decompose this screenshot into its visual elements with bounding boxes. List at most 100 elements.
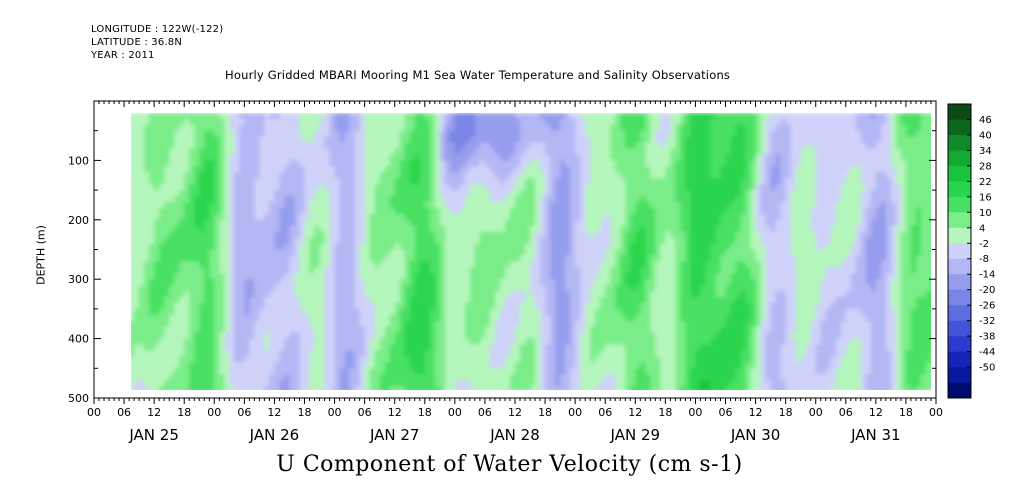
heatmap-cell <box>550 184 556 191</box>
heatmap-cell <box>329 338 336 346</box>
heatmap-cell <box>535 249 541 257</box>
heatmap-cell <box>424 303 431 310</box>
heatmap-cell <box>495 136 501 144</box>
heatmap-cell <box>565 213 571 221</box>
heatmap-cell <box>339 291 346 298</box>
heatmap-cell <box>349 184 356 191</box>
heatmap-cell <box>575 231 581 239</box>
heatmap-cell <box>525 386 531 390</box>
heatmap-cell <box>384 213 391 221</box>
heatmap-cell <box>354 160 361 168</box>
heatmap-cell <box>620 231 627 239</box>
heatmap-cell <box>214 202 221 209</box>
heatmap-cell <box>209 231 216 239</box>
heatmap-cell <box>489 202 496 209</box>
heatmap-cell <box>655 386 662 390</box>
heatmap-cell <box>540 285 546 292</box>
heatmap-cell <box>424 124 431 132</box>
heatmap-cell <box>159 184 165 191</box>
heatmap-cell <box>469 142 476 150</box>
heatmap-cell <box>464 231 471 239</box>
heatmap-cell <box>459 356 466 364</box>
heatmap-cell <box>459 279 466 286</box>
heatmap-cell <box>545 237 551 245</box>
heatmap-cell <box>535 326 541 334</box>
heatmap-cell <box>630 142 637 150</box>
heatmap-cell <box>595 380 601 387</box>
heatmap-cell <box>284 190 291 197</box>
heatmap-cell <box>254 124 261 132</box>
heatmap-cell <box>179 166 185 173</box>
heatmap-cell <box>304 350 311 358</box>
heatmap-cell <box>510 356 516 364</box>
heatmap-cell <box>264 297 271 304</box>
heatmap-cell <box>339 190 346 197</box>
heatmap-cell <box>399 160 406 168</box>
heatmap-cell <box>404 136 411 144</box>
heatmap-cell <box>339 184 346 191</box>
heatmap-cell <box>234 344 241 352</box>
heatmap-cell <box>590 213 596 221</box>
heatmap-cell <box>580 166 586 173</box>
heatmap-cell <box>474 148 481 156</box>
heatmap-cell <box>620 113 627 120</box>
heatmap-cell <box>560 303 566 310</box>
heatmap-cell <box>520 130 526 138</box>
heatmap-cell <box>444 380 451 387</box>
heatmap-cell <box>610 225 616 233</box>
heatmap-cell <box>234 118 241 126</box>
heatmap-cell <box>244 172 251 179</box>
heatmap-cell <box>149 350 155 358</box>
heatmap-cell <box>174 148 180 156</box>
heatmap-cell <box>259 326 266 334</box>
heatmap-cell <box>409 344 416 352</box>
heatmap-cell <box>399 148 406 156</box>
heatmap-cell <box>179 297 185 304</box>
heatmap-cell <box>489 314 496 322</box>
heatmap-cell <box>530 154 536 162</box>
heatmap-cell <box>324 213 331 221</box>
heatmap-cell <box>319 249 326 257</box>
heatmap-cell <box>474 374 481 381</box>
heatmap-cell <box>449 374 456 381</box>
heatmap-cell <box>600 368 606 375</box>
heatmap-cell <box>550 344 556 352</box>
heatmap-cell <box>279 386 286 390</box>
heatmap-cell <box>615 314 621 322</box>
heatmap-cell <box>555 374 561 381</box>
heatmap-cell <box>404 273 411 280</box>
heatmap-cell <box>304 291 311 298</box>
heatmap-cell <box>159 380 165 387</box>
heatmap-cell <box>585 178 591 185</box>
heatmap-cell <box>484 148 491 156</box>
heatmap-cell <box>294 380 301 387</box>
heatmap-cell <box>414 130 421 138</box>
heatmap-cell <box>635 267 642 274</box>
heatmap-cell <box>520 267 526 274</box>
heatmap-cell <box>610 184 616 191</box>
heatmap-cell <box>229 237 236 245</box>
heatmap-cell <box>314 237 321 245</box>
heatmap-cell <box>655 291 662 298</box>
heatmap-cell <box>224 267 231 274</box>
heatmap-cell <box>489 332 496 340</box>
heatmap-cell <box>520 148 526 156</box>
heatmap-cell <box>439 386 446 390</box>
heatmap-cell <box>620 374 627 381</box>
heatmap-cell <box>294 279 301 286</box>
heatmap-cell <box>194 213 200 221</box>
heatmap-cell <box>289 207 296 215</box>
heatmap-cell <box>349 368 356 375</box>
heatmap-cell <box>635 326 642 334</box>
heatmap-cell <box>309 308 316 316</box>
heatmap-cell <box>525 303 531 310</box>
heatmap-cell <box>304 225 311 233</box>
heatmap-cell <box>424 320 431 328</box>
heatmap-cell <box>640 374 647 381</box>
heatmap-cell <box>379 314 386 322</box>
heatmap-cell <box>394 273 401 280</box>
heatmap-cell <box>495 202 501 209</box>
heatmap-cell <box>364 314 371 322</box>
heatmap-cell <box>645 124 652 132</box>
heatmap-cell <box>459 118 466 126</box>
